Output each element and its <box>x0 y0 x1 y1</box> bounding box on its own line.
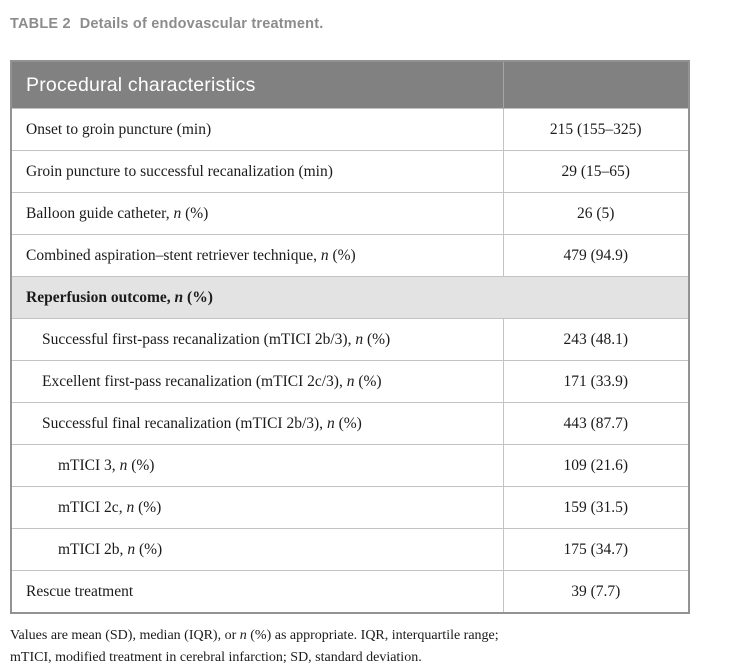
table-row: Combined aspiration–stent retriever tech… <box>11 234 689 277</box>
row-label: Successful first-pass recanalization (mT… <box>11 318 503 361</box>
row-value: 479 (94.9) <box>502 234 689 277</box>
row-label: Balloon guide catheter, n (%) <box>11 192 503 235</box>
row-label: mTICI 2b, n (%) <box>11 528 503 571</box>
row-value: 215 (155–325) <box>502 108 689 151</box>
row-label: Onset to groin puncture (min) <box>11 108 503 151</box>
row-label: mTICI 3, n (%) <box>11 444 503 487</box>
footnote-line: mTICI, modified treatment in cerebral in… <box>10 649 422 665</box>
table-row: Onset to groin puncture (min) 215 (155–32… <box>11 108 689 151</box>
row-value: 39 (7.7) <box>502 570 689 613</box>
row-value: 443 (87.7) <box>502 402 689 445</box>
row-label: Rescue treatment <box>11 570 503 613</box>
row-value: 243 (48.1) <box>502 318 689 361</box>
table-header-value-column <box>502 61 689 109</box>
table-header-row: Procedural characteristics <box>11 61 689 109</box>
row-label: Reperfusion outcome, n (%) <box>11 276 689 319</box>
row-label: Groin puncture to successful recanalizat… <box>11 150 503 193</box>
table-row: mTICI 3, n (%) 109 (21.6) <box>11 444 689 487</box>
table-row: Excellent first-pass recanalization (mTI… <box>11 360 689 403</box>
table-row: Balloon guide catheter, n (%) 26 (5) <box>11 192 689 235</box>
table-section-row: Reperfusion outcome, n (%) <box>11 276 689 319</box>
row-label: Successful final recanalization (mTICI 2… <box>11 402 503 445</box>
row-label: mTICI 2c, n (%) <box>11 486 503 529</box>
row-value: 26 (5) <box>502 192 689 235</box>
table-caption-text: Details of endovascular treatment. <box>79 16 324 32</box>
row-value: 171 (33.9) <box>502 360 689 403</box>
table-row: Rescue treatment 39 (7.7) <box>11 570 689 613</box>
table-caption: TABLE 2 Details of endovascular treatment… <box>0 0 735 40</box>
table-row: Groin puncture to successful recanalizat… <box>11 150 689 193</box>
row-label: Combined aspiration–stent retriever tech… <box>11 234 503 277</box>
table-row: mTICI 2b, n (%) 175 (34.7) <box>11 528 689 571</box>
table-caption-label: TABLE 2 <box>10 16 71 32</box>
table-row: Successful first-pass recanalization (mT… <box>11 318 689 361</box>
row-value: 109 (21.6) <box>502 444 689 487</box>
row-value: 29 (15–65) <box>502 150 689 193</box>
footnote-line: Values are mean (SD), median (IQR), or n… <box>10 628 499 643</box>
table-footnote: Values are mean (SD), median (IQR), or n… <box>10 625 735 667</box>
endovascular-treatment-table: Procedural characteristics Onset to groi… <box>10 60 690 614</box>
row-value: 175 (34.7) <box>502 528 689 571</box>
table-body: Onset to groin puncture (min) 215 (155–32… <box>11 108 689 613</box>
row-value: 159 (31.5) <box>502 486 689 529</box>
row-label: Excellent first-pass recanalization (mTI… <box>11 360 503 403</box>
table-row: Successful final recanalization (mTICI 2… <box>11 402 689 445</box>
table-row: mTICI 2c, n (%) 159 (31.5) <box>11 486 689 529</box>
table-header-procedural-characteristics: Procedural characteristics <box>11 61 503 109</box>
